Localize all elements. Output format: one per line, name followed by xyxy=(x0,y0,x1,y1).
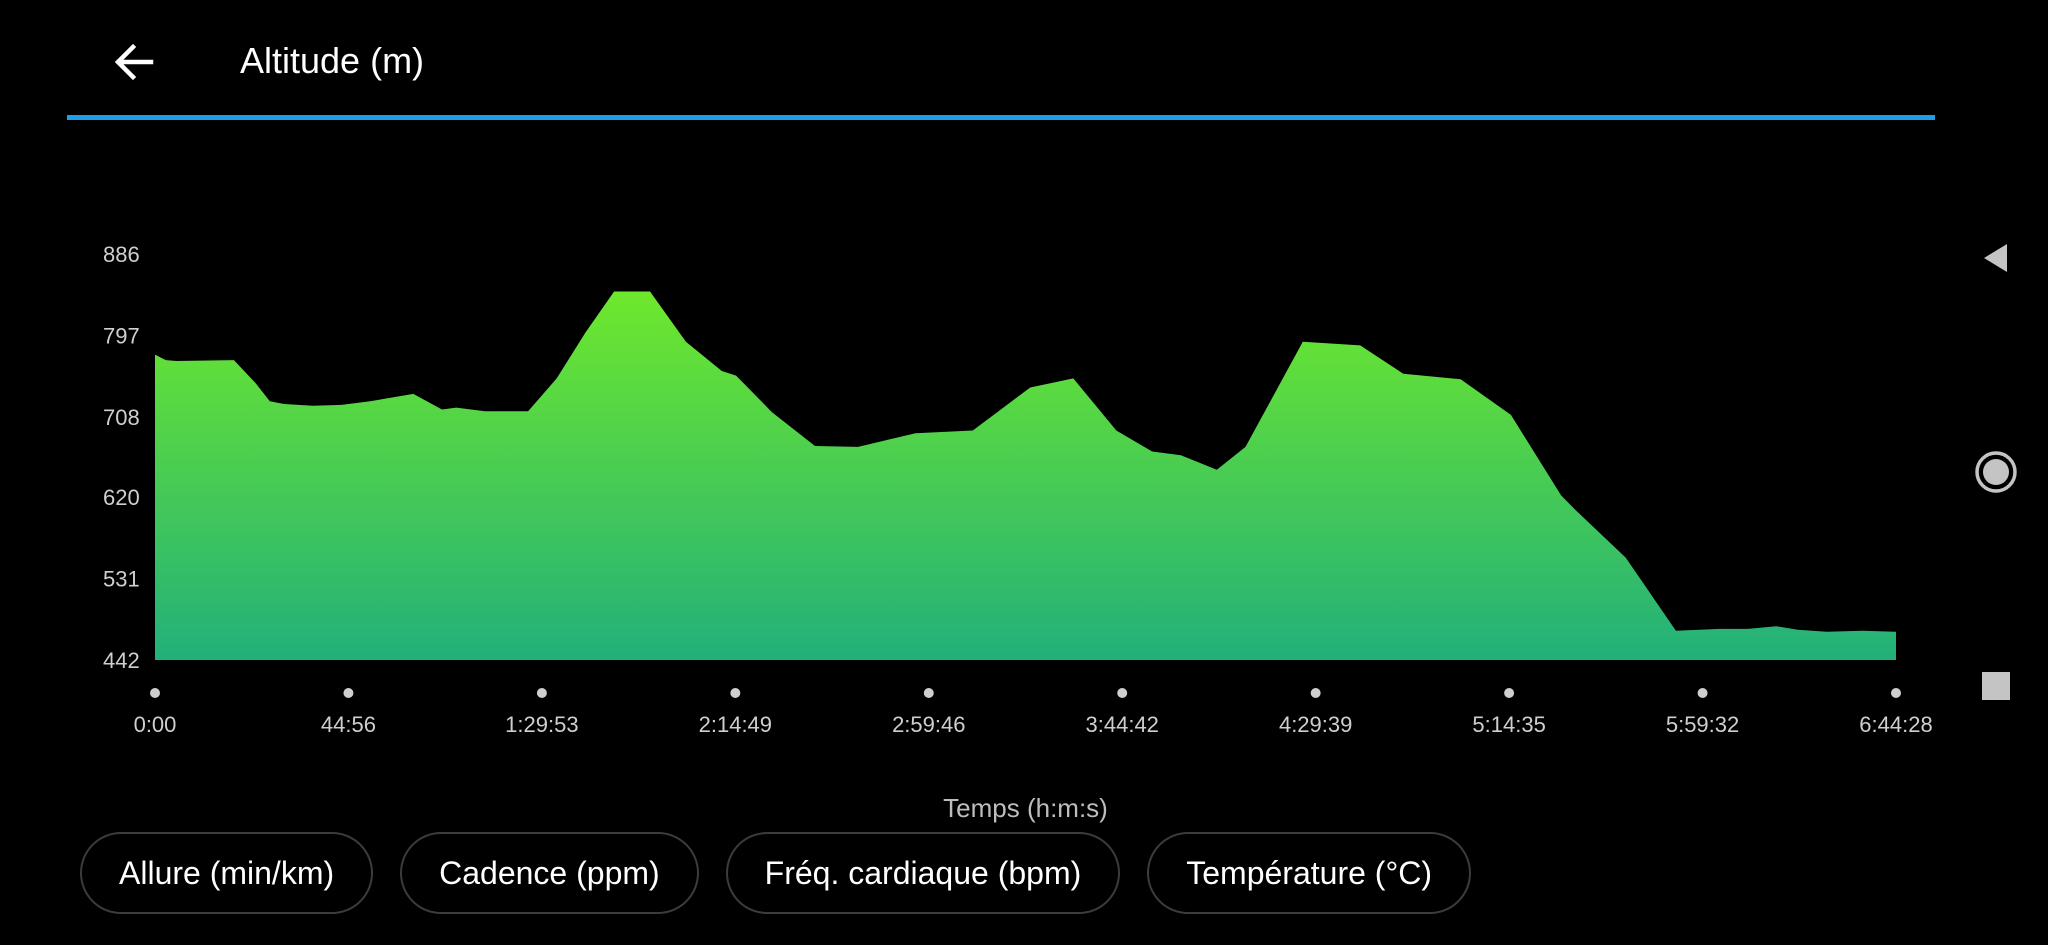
metric-tabs: Allure (min/km) Cadence (ppm) Fréq. card… xyxy=(80,832,1471,916)
y-tick-label: 442 xyxy=(103,648,140,673)
y-tick-label: 708 xyxy=(103,405,140,430)
x-tick-label: 3:44:42 xyxy=(1086,712,1159,737)
x-tick-dot xyxy=(1697,688,1708,698)
x-tick-label: 5:59:32 xyxy=(1666,712,1739,737)
x-tick-dot xyxy=(1310,688,1321,698)
altitude-area-series xyxy=(155,291,1896,660)
x-tick-dot xyxy=(730,688,741,698)
x-tick-label: 44:56 xyxy=(321,712,376,737)
x-tick-dot xyxy=(923,688,934,698)
header-accent-line xyxy=(67,115,1935,120)
tab-allure[interactable]: Allure (min/km) xyxy=(80,832,374,914)
y-tick-label: 531 xyxy=(103,567,140,592)
x-tick-dot xyxy=(536,688,547,698)
header-bar: Altitude (m) xyxy=(0,0,1935,122)
back-button[interactable] xyxy=(96,24,172,100)
x-tick-dot xyxy=(150,688,160,698)
nav-recents-button[interactable] xyxy=(1960,650,2032,722)
tab-cadence[interactable]: Cadence (ppm) xyxy=(400,832,699,914)
y-tick-label: 620 xyxy=(103,485,140,510)
tab-heart-rate[interactable]: Fréq. cardiaque (bpm) xyxy=(725,832,1121,914)
tab-temperature[interactable]: Température (°C) xyxy=(1147,832,1471,914)
x-tick-label: 6:44:28 xyxy=(1859,712,1932,737)
x-tick-dot xyxy=(1891,688,1901,698)
x-axis-label: Temps (h:m:s) xyxy=(943,793,1108,823)
page-title: Altitude (m) xyxy=(240,40,425,81)
circle-home-icon xyxy=(1975,451,2017,493)
arrow-left-icon xyxy=(114,43,154,81)
x-tick-dot xyxy=(1504,688,1515,698)
altitude-chart: 442 531 620 708 797 886 0:00 44:56 1:29:53 2:14:… xyxy=(103,242,1933,823)
x-tick-label: 5:14:35 xyxy=(1472,712,1545,737)
x-tick-label: 2:14:49 xyxy=(699,712,772,737)
x-tick-label: 1:29:53 xyxy=(505,712,578,737)
x-tick-label: 4:29:39 xyxy=(1279,712,1352,737)
system-nav-bar xyxy=(1940,0,2048,945)
y-tick-label: 886 xyxy=(103,242,140,267)
x-tick-label: 0:00 xyxy=(134,712,177,737)
x-tick-dot xyxy=(1117,688,1128,698)
nav-home-button[interactable] xyxy=(1960,436,2032,508)
triangle-back-icon xyxy=(1984,244,2007,272)
square-recents-icon xyxy=(1982,672,2010,700)
y-tick-label: 797 xyxy=(103,323,140,348)
x-tick-dot xyxy=(343,688,354,698)
nav-back-button[interactable] xyxy=(1960,222,2032,294)
x-tick-label: 2:59:46 xyxy=(892,712,965,737)
